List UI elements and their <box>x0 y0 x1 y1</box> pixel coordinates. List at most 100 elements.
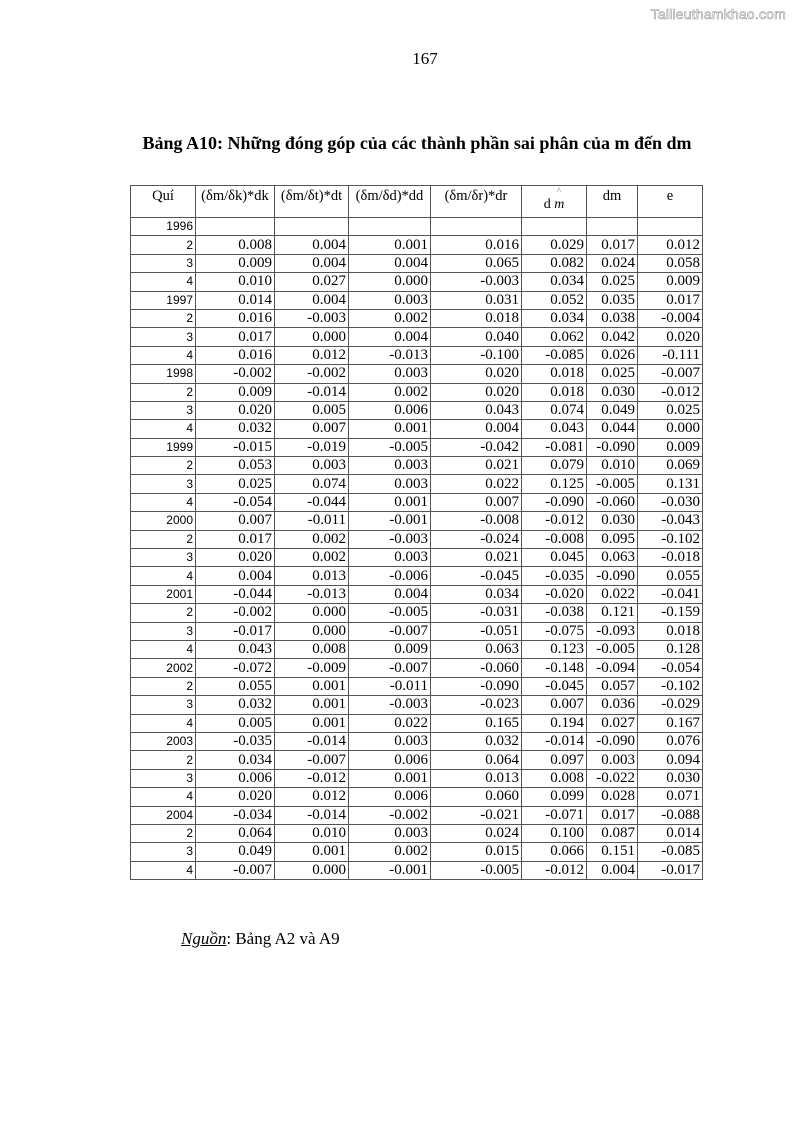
cell-dm: 0.022 <box>586 584 638 605</box>
cell-e: -0.102 <box>637 529 703 550</box>
cell-e: -0.017 <box>637 860 703 881</box>
cell-dm: -0.094 <box>586 658 638 678</box>
cell-dr: 0.031 <box>430 290 522 310</box>
table-row: 3 0.009 0.004 0.004 0.065 0.082 0.024 0.058 <box>130 253 703 274</box>
table-row: 2 0.055 0.001 -0.011 -0.090 -0.045 0.057 -0.102 <box>130 676 703 697</box>
cell-dd: 0.002 <box>348 382 431 402</box>
table-row: 4 -0.054 -0.044 0.001 0.007 -0.090 -0.060 -0.03… <box>130 492 703 513</box>
cell-e: -0.030 <box>637 492 703 513</box>
cell-dt: 0.007 <box>274 419 349 439</box>
cell-dk: 0.007 <box>195 511 275 531</box>
cell-dr: -0.060 <box>430 658 522 678</box>
cell-dd: 0.003 <box>348 731 431 752</box>
table-row: 2002 -0.072 -0.009 -0.007 -0.060 -0.148 -0.094… <box>130 658 703 678</box>
cell-dm: 0.026 <box>586 345 638 366</box>
cell-dm: 0.036 <box>586 695 638 715</box>
cell-dm: 0.151 <box>586 842 638 862</box>
cell-e: -0.043 <box>637 511 703 531</box>
cell-dm-hat: -0.020 <box>521 584 587 605</box>
cell-quarter: 2 <box>130 603 196 623</box>
cell-dt: 0.074 <box>274 474 349 494</box>
cell-dr: -0.100 <box>430 345 522 366</box>
cell-dm-hat: 0.045 <box>521 548 587 568</box>
cell-e: -0.007 <box>637 364 703 384</box>
cell-dm-hat: 0.194 <box>521 713 587 733</box>
cell-dt: 0.000 <box>274 603 349 623</box>
cell-quarter: 4 <box>130 787 196 807</box>
table-row: 3 0.049 0.001 0.002 0.015 0.066 0.151 -0.085 <box>130 842 703 862</box>
cell-dr: 0.065 <box>430 253 522 274</box>
cell-quarter: 3 <box>130 768 196 789</box>
cell-dm: -0.090 <box>586 731 638 752</box>
cell-dr: -0.042 <box>430 437 522 458</box>
cell-dt: -0.014 <box>274 805 349 825</box>
cell-quarter: 2 <box>130 823 196 844</box>
cell-dd: 0.001 <box>348 492 431 513</box>
cell-dk: 0.016 <box>195 345 275 366</box>
cell-dm: 0.010 <box>586 456 638 476</box>
cell-e: -0.041 <box>637 584 703 605</box>
hat-symbol: ^ <box>556 186 561 196</box>
cell-dm: 0.017 <box>586 805 638 825</box>
cell-dt: -0.014 <box>274 382 349 402</box>
cell-dr: 0.018 <box>430 308 522 329</box>
cell-dt: 0.008 <box>274 639 349 660</box>
cell-quarter: 3 <box>130 253 196 274</box>
header-quarter: Quí <box>130 185 196 218</box>
cell-dr: 0.040 <box>430 327 522 347</box>
cell-dt: -0.011 <box>274 511 349 531</box>
cell-dd: -0.001 <box>348 511 431 531</box>
cell-dr: -0.090 <box>430 676 522 697</box>
cell-e: 0.025 <box>637 400 703 421</box>
cell-dd: 0.006 <box>348 787 431 807</box>
cell-dm-hat: 0.125 <box>521 474 587 494</box>
cell-dm: 0.028 <box>586 787 638 807</box>
cell-quarter: 1999 <box>130 437 196 458</box>
cell-quarter: 3 <box>130 400 196 421</box>
cell-dk: 0.032 <box>195 419 275 439</box>
cell-dt: 0.027 <box>274 272 349 292</box>
cell-dm: -0.022 <box>586 768 638 789</box>
cell-dm: 0.035 <box>586 290 638 310</box>
cell-dm-hat: 0.029 <box>521 235 587 255</box>
cell-dd: 0.001 <box>348 235 431 255</box>
cell-dm-hat: -0.081 <box>521 437 587 458</box>
cell-dm: 0.017 <box>586 235 638 255</box>
cell-dk: -0.002 <box>195 364 275 384</box>
cell-dk: 0.017 <box>195 327 275 347</box>
source-note: Nguồn: Bảng A2 và A9 <box>181 929 340 949</box>
cell-quarter: 2002 <box>130 658 196 678</box>
cell-dd: 0.001 <box>348 419 431 439</box>
cell-dt: 0.000 <box>274 327 349 347</box>
cell-dk: 0.008 <box>195 235 275 255</box>
cell-dd: 0.003 <box>348 456 431 476</box>
cell-dm: 0.024 <box>586 253 638 274</box>
cell-dm: 0.003 <box>586 750 638 770</box>
cell-dt: -0.013 <box>274 584 349 605</box>
cell-quarter: 4 <box>130 345 196 366</box>
cell-quarter: 3 <box>130 842 196 862</box>
cell-dr <box>430 216 522 237</box>
cell-dr: 0.060 <box>430 787 522 807</box>
cell-dm-hat <box>521 216 587 237</box>
cell-dm: 0.049 <box>586 400 638 421</box>
cell-dd: 0.006 <box>348 400 431 421</box>
cell-dr: 0.015 <box>430 842 522 862</box>
cell-dk: -0.072 <box>195 658 275 678</box>
table-row: 3 0.017 0.000 0.004 0.040 0.062 0.042 0.020 <box>130 327 703 347</box>
cell-dk: 0.053 <box>195 456 275 476</box>
cell-dr: 0.007 <box>430 492 522 513</box>
cell-dr: 0.063 <box>430 639 522 660</box>
table-row: 4 0.043 0.008 0.009 0.063 0.123 -0.005 0.128 <box>130 639 703 660</box>
cell-dr: 0.022 <box>430 474 522 494</box>
cell-dd: -0.003 <box>348 529 431 550</box>
cell-quarter: 2004 <box>130 805 196 825</box>
header-dm-hat: dmd m^ <box>521 185 587 218</box>
cell-quarter: 3 <box>130 695 196 715</box>
cell-dd: 0.001 <box>348 768 431 789</box>
cell-dt: -0.009 <box>274 658 349 678</box>
cell-quarter: 2001 <box>130 584 196 605</box>
cell-dm-hat: 0.062 <box>521 327 587 347</box>
page-number: 167 <box>412 49 438 68</box>
cell-e: 0.017 <box>637 290 703 310</box>
